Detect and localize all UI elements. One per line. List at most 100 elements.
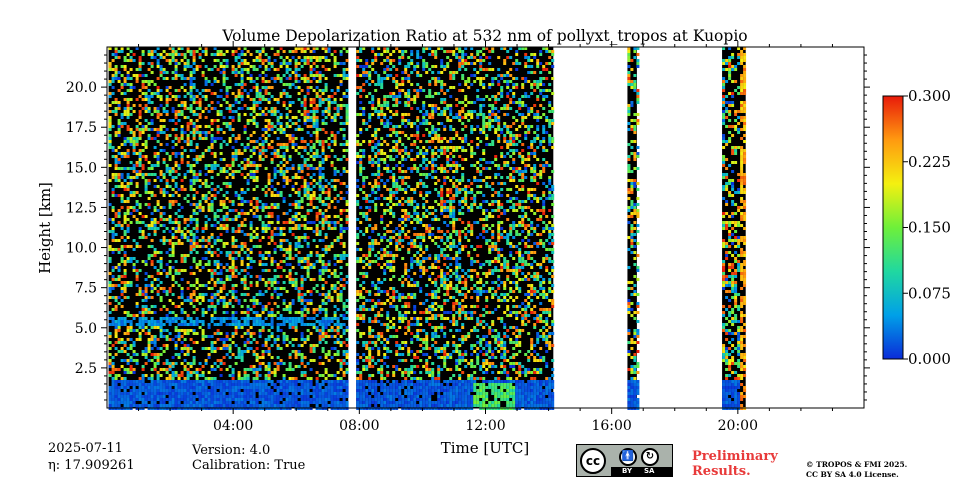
heatmap-cell (300, 359, 304, 362)
heatmap-cell (270, 185, 274, 188)
heatmap-cell (213, 395, 217, 398)
heatmap-cell (339, 182, 343, 185)
heatmap-cell (198, 104, 202, 107)
heatmap-cell (267, 215, 271, 218)
heatmap-cell (356, 341, 360, 344)
heatmap-cell (153, 368, 157, 371)
heatmap-cell (270, 161, 274, 164)
heatmap-cell (282, 323, 286, 326)
heatmap-cell (195, 389, 199, 392)
heatmap-cell (258, 392, 262, 395)
heatmap-cell (291, 281, 295, 284)
heatmap-cell (144, 155, 148, 158)
heatmap-cell (186, 317, 190, 320)
heatmap-cell (111, 395, 115, 398)
heatmap-cell (339, 224, 343, 227)
heatmap-cell (150, 53, 154, 56)
heatmap-cell (189, 71, 193, 74)
heatmap-cell (144, 356, 148, 359)
heatmap-cell (270, 47, 274, 50)
heatmap-cell (249, 404, 253, 407)
heatmap-cell (267, 122, 271, 125)
heatmap-cell (156, 371, 160, 374)
heatmap-cell (255, 401, 259, 404)
heatmap-cell (321, 188, 325, 191)
heatmap-cell (177, 203, 181, 206)
heatmap-cell (246, 350, 250, 353)
heatmap-cell (324, 47, 328, 50)
heatmap-cell (204, 239, 208, 242)
heatmap-cell (377, 281, 381, 284)
heatmap-cell (356, 194, 360, 197)
heatmap-cell (279, 146, 283, 149)
heatmap-cell (114, 158, 118, 161)
heatmap-cell (219, 347, 223, 350)
heatmap-cell (288, 140, 292, 143)
heatmap-cell (267, 146, 271, 149)
heatmap-cell (303, 380, 307, 383)
heatmap-cell (132, 206, 136, 209)
heatmap-cell (285, 146, 289, 149)
heatmap-cell (240, 173, 244, 176)
heatmap-cell (321, 161, 325, 164)
heatmap-cell (126, 380, 130, 383)
heatmap-cell (228, 398, 232, 401)
heatmap-cell (189, 371, 193, 374)
heatmap-cell (213, 215, 217, 218)
heatmap-cell (309, 197, 313, 200)
heatmap-cell (321, 98, 325, 101)
heatmap-cell (288, 326, 292, 329)
heatmap-cell (365, 359, 369, 362)
heatmap-cell (192, 173, 196, 176)
heatmap-cell (255, 77, 259, 80)
heatmap-cell (362, 380, 366, 383)
heatmap-cell (171, 179, 175, 182)
heatmap-cell (303, 50, 307, 53)
heatmap-cell (213, 389, 217, 392)
heatmap-cell (165, 110, 169, 113)
heatmap-cell (162, 317, 166, 320)
heatmap-cell (141, 98, 145, 101)
heatmap-cell (333, 398, 337, 401)
heatmap-cell (186, 122, 190, 125)
heatmap-cell (318, 293, 322, 296)
heatmap-cell (120, 116, 124, 119)
heatmap-cell (168, 167, 172, 170)
heatmap-cell (318, 260, 322, 263)
heatmap-cell (336, 350, 340, 353)
heatmap-cell (327, 143, 331, 146)
heatmap-cell (279, 122, 283, 125)
heatmap-cell (162, 158, 166, 161)
heatmap-cell (198, 239, 202, 242)
heatmap-cell (228, 122, 232, 125)
heatmap-cell (231, 341, 235, 344)
heatmap-cell (365, 215, 369, 218)
heatmap-cell (174, 371, 178, 374)
heatmap-cell (303, 116, 307, 119)
heatmap-cell (135, 218, 139, 221)
heatmap-cell (153, 365, 157, 368)
heatmap-cell (333, 155, 337, 158)
heatmap-cell (267, 338, 271, 341)
heatmap-cell (114, 98, 118, 101)
heatmap-cell (156, 134, 160, 137)
heatmap-cell (374, 71, 378, 74)
heatmap-cell (374, 161, 378, 164)
heatmap-cell (318, 392, 322, 395)
heatmap-cell (276, 395, 280, 398)
heatmap-cell (261, 149, 265, 152)
heatmap-cell (246, 404, 250, 407)
heatmap-cell (318, 56, 322, 59)
heatmap-cell (231, 383, 235, 386)
heatmap-cell (276, 50, 280, 53)
heatmap-cell (300, 302, 304, 305)
heatmap-cell (171, 389, 175, 392)
heatmap-cell (210, 392, 214, 395)
heatmap-cell (333, 98, 337, 101)
heatmap-cell (168, 92, 172, 95)
heatmap-cell (120, 83, 124, 86)
heatmap-cell (249, 170, 253, 173)
heatmap-cell (186, 299, 190, 302)
heatmap-cell (123, 368, 127, 371)
heatmap-cell (225, 227, 229, 230)
